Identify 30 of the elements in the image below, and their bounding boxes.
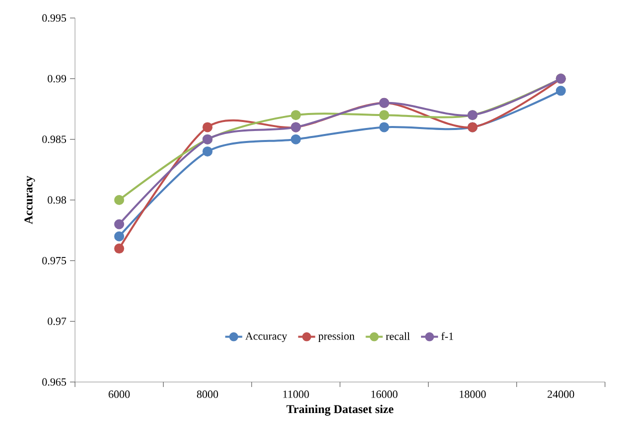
point (290, 134, 301, 144)
legend-label: f-1 (441, 332, 454, 340)
y-tick-label: 0.975 (42, 256, 66, 264)
point (202, 146, 213, 156)
x-tick-label: 8000 (196, 390, 218, 398)
legend-label: recall (386, 332, 410, 340)
y-tick-label: 0.995 (42, 14, 66, 22)
point (290, 110, 301, 120)
point (202, 122, 213, 132)
x-tick-label: 11000 (283, 390, 309, 398)
x-tick-label: 6000 (108, 390, 130, 398)
x-tick-label: 18000 (460, 390, 486, 398)
x-axis-title: Training Dataset size (286, 404, 394, 416)
legend-label: Accuracy (245, 332, 288, 342)
y-tick-label: 0.99 (48, 74, 66, 82)
legend-label: pression (318, 332, 355, 342)
y-tick-label: 0.965 (42, 378, 66, 386)
x-tick-label: 16000 (371, 390, 398, 398)
y-tick-label: 0.98 (48, 196, 66, 204)
point (556, 86, 566, 96)
y-tick-label: 0.985 (42, 136, 66, 144)
point (114, 195, 124, 205)
point (114, 244, 124, 254)
point (379, 110, 390, 120)
point (114, 231, 124, 242)
point (114, 219, 124, 230)
y-tick-label: 0.97 (48, 318, 66, 326)
y-axis-title: Accuracy (24, 176, 35, 224)
x-tick-label: 24000 (548, 390, 574, 398)
point (379, 122, 390, 132)
